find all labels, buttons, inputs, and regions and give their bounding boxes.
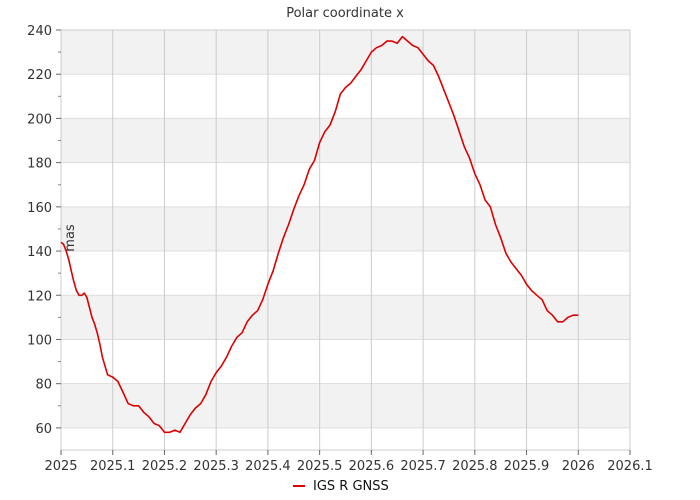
y-tick-label: 200: [27, 112, 52, 127]
y-tick-label: 60: [35, 422, 52, 437]
y-axis-label: mas: [63, 224, 78, 252]
y-tick-label: 220: [27, 68, 52, 83]
x-tick-label: 2025.9: [504, 459, 550, 474]
x-tick-label: 2025.6: [349, 459, 395, 474]
y-tick-label: 240: [27, 24, 52, 39]
x-tick-label: 2026.1: [607, 459, 653, 474]
legend-label: IGS R GNSS: [313, 479, 389, 494]
x-tick-label: 2025.3: [193, 459, 239, 474]
y-tick-label: 180: [27, 157, 52, 172]
y-tick-label: 140: [27, 245, 52, 260]
series-line-igs-r-gnss: [60, 35, 579, 434]
x-tick-label: 2025.4: [245, 459, 291, 474]
y-tick-label: 160: [27, 201, 52, 216]
y-tick-label: 120: [27, 289, 52, 304]
y-axis: 60 80 100 120 140 160 180 200 220 240: [27, 24, 61, 437]
x-tick-label: 2025.8: [452, 459, 498, 474]
plot-bands: [61, 30, 630, 428]
plot-band: [61, 30, 630, 75]
x-tick-label: 2025: [44, 459, 77, 474]
x-tick-label: 2026: [562, 459, 595, 474]
y-tick-label: 100: [27, 333, 52, 348]
legend[interactable]: IGS R GNSS: [293, 479, 389, 494]
x-axis: 2025 2025.1 2025.2 2025.3 2025.4 2025.5 2025.6…: [44, 450, 653, 474]
x-tick-label: 2025.2: [142, 459, 188, 474]
chart-title: Polar coordinate x: [286, 6, 404, 21]
y-tick-label: 80: [35, 378, 52, 393]
plot-band: [61, 206, 630, 252]
plot-band: [61, 118, 630, 163]
x-tick-label: 2025.7: [400, 459, 446, 474]
x-tick-label: 2025.5: [297, 459, 343, 474]
plot-frame: [60, 29, 631, 451]
plot-band: [61, 295, 630, 340]
plot-band: [61, 383, 630, 428]
x-tick-label: 2025.1: [90, 459, 136, 474]
